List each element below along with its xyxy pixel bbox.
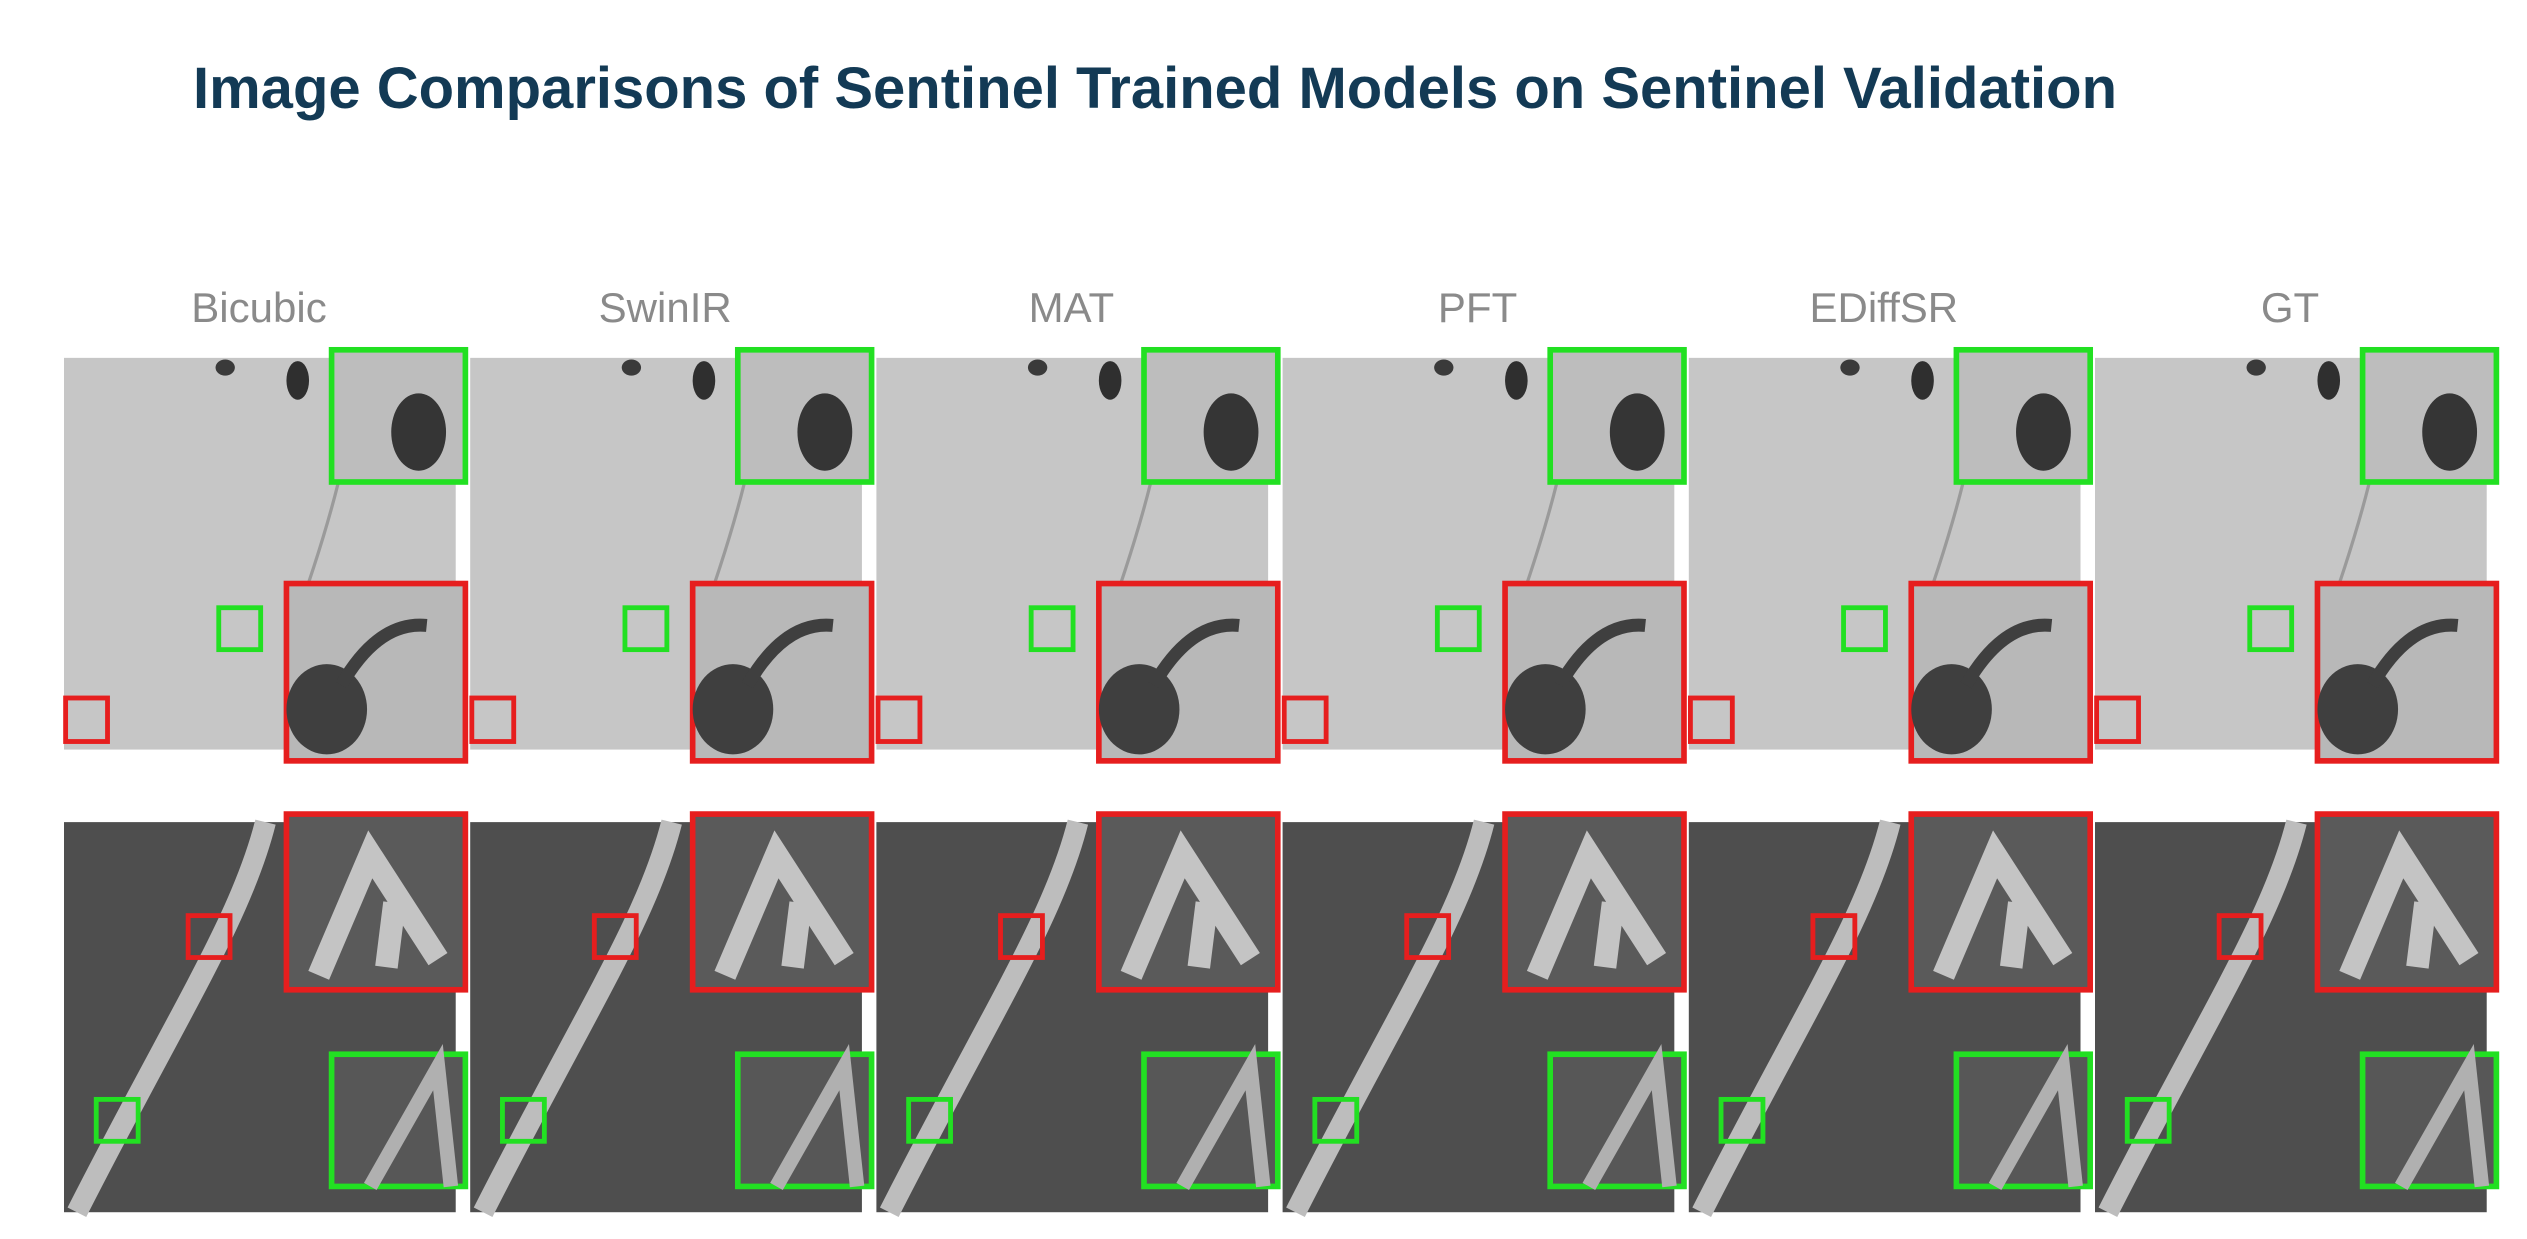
zoom-box (591, 913, 639, 960)
inset-feature (1554, 618, 1646, 689)
terrain-feature (692, 361, 716, 400)
river (67, 819, 276, 1217)
inset-feature (1609, 393, 1665, 471)
column-label: PFT (1438, 284, 1517, 331)
zoom-box (622, 605, 670, 653)
terrain-feature (1098, 361, 1122, 400)
inset-feature (2422, 393, 2478, 471)
slide-title: Image Comparisons of Sentinel Trained Mo… (193, 56, 2117, 121)
zoom-box (2216, 913, 2264, 960)
inset-feature (1960, 618, 2053, 689)
terrain-feature (215, 359, 235, 376)
zoom-box (906, 1096, 953, 1144)
comparison-column (875, 346, 1281, 1217)
inset-feature (741, 618, 834, 689)
inset-feature (2317, 664, 2399, 755)
zoom-box (1841, 605, 1888, 653)
inset-feature (1176, 1044, 1271, 1191)
inset-feature (1203, 393, 1259, 471)
terrain-feature (286, 361, 310, 400)
zoom-box (1718, 1096, 1766, 1144)
column-label: Bicubic (191, 284, 326, 331)
comparison-column (469, 346, 875, 1217)
inset-feature (286, 664, 368, 755)
zoom-box (1404, 913, 1452, 960)
zoom-box (93, 1096, 141, 1144)
inset-feature (2366, 618, 2459, 689)
inset-feature (692, 664, 774, 755)
terrain-feature (2246, 359, 2266, 376)
zoom-box (1687, 695, 1735, 744)
comparison-column (63, 346, 469, 1217)
zoom-box (185, 913, 233, 960)
inset-feature (2339, 830, 2479, 980)
zoom-box (998, 913, 1045, 960)
inset-feature (1582, 1044, 1677, 1191)
zoom-box (2124, 1096, 2172, 1144)
inset-feature (2016, 393, 2071, 471)
terrain-feature (1840, 359, 1860, 376)
comparison-column (1687, 346, 2094, 1217)
river (879, 819, 1089, 1217)
zoom-box (1810, 913, 1858, 960)
inset-feature (770, 1044, 865, 1191)
terrain-feature (1027, 359, 1048, 376)
column-label: EDiffSR (1809, 284, 1958, 331)
zoom-box (2094, 695, 2141, 744)
zoom-box (875, 695, 923, 744)
terrain-feature (2317, 361, 2341, 400)
zoom-box (500, 1096, 547, 1144)
zoom-box (63, 695, 110, 744)
inset-feature (1933, 830, 2073, 980)
inset-feature (1505, 664, 1586, 755)
river (1286, 819, 1495, 1217)
inset-feature (1911, 664, 1992, 755)
inset-feature (1988, 1044, 2083, 1191)
zoom-box (1028, 605, 1076, 653)
river (2098, 819, 2307, 1217)
inset-feature (2394, 1044, 2490, 1191)
zoom-box (469, 695, 517, 744)
inset-feature (797, 393, 853, 471)
river (1692, 819, 1901, 1217)
zoom-box (1312, 1096, 1360, 1144)
inset-feature (1098, 664, 1180, 755)
column-label: GT (2261, 284, 2319, 331)
terrain-feature (1505, 361, 1528, 400)
zoom-box (216, 605, 264, 653)
inset-feature (308, 830, 448, 980)
column-label: SwinIR (599, 284, 732, 331)
inset-feature (363, 1044, 459, 1191)
zoom-box (1434, 605, 1482, 653)
terrain-feature (1911, 361, 1934, 400)
column-label: MAT (1029, 284, 1115, 331)
inset-feature (1120, 830, 1260, 980)
inset-feature (335, 618, 428, 689)
zoom-box (2247, 605, 2295, 653)
inset-feature (1148, 618, 1240, 689)
zoom-box (1281, 695, 1329, 744)
comparison-column (1281, 346, 1687, 1217)
inset-feature (391, 393, 447, 471)
river (473, 819, 682, 1217)
terrain-feature (621, 359, 642, 376)
inset-feature (1526, 830, 1667, 980)
inset-feature (714, 830, 854, 980)
comparison-column (2094, 346, 2500, 1217)
terrain-feature (1434, 359, 1454, 376)
